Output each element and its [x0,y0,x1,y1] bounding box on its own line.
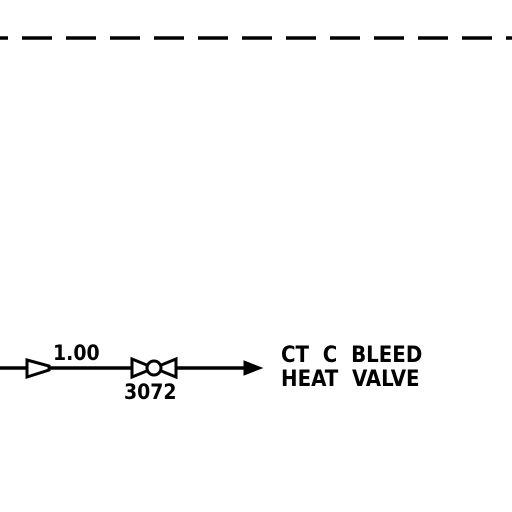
reducer-icon [25,358,51,380]
reducer-size-label: 1.00 [53,341,100,365]
destination-label-line1: CT C BLEED [281,343,422,368]
valve-tag-label: 3072 [124,380,177,404]
ball-valve-icon [130,356,178,380]
flow-arrow-icon [243,360,264,376]
destination-label-line2: HEAT VALVE [281,367,420,392]
